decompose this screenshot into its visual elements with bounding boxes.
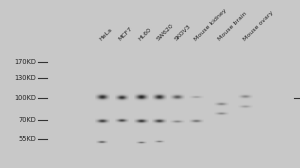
Text: MCF7: MCF7 bbox=[118, 26, 134, 42]
Text: 170KD: 170KD bbox=[14, 59, 36, 65]
Text: 55KD: 55KD bbox=[18, 136, 36, 142]
Text: SKOV3: SKOV3 bbox=[173, 24, 192, 42]
Text: HeLa: HeLa bbox=[98, 27, 113, 42]
Text: 70KD: 70KD bbox=[18, 117, 36, 123]
Text: Mouse kidney: Mouse kidney bbox=[193, 8, 227, 42]
Text: 100KD: 100KD bbox=[14, 95, 36, 100]
Text: 130KD: 130KD bbox=[14, 75, 36, 81]
Text: Mouse brain: Mouse brain bbox=[218, 11, 248, 42]
Text: Mouse ovary: Mouse ovary bbox=[242, 10, 274, 42]
Text: HL60: HL60 bbox=[138, 27, 152, 42]
Text: SW620: SW620 bbox=[156, 23, 175, 42]
